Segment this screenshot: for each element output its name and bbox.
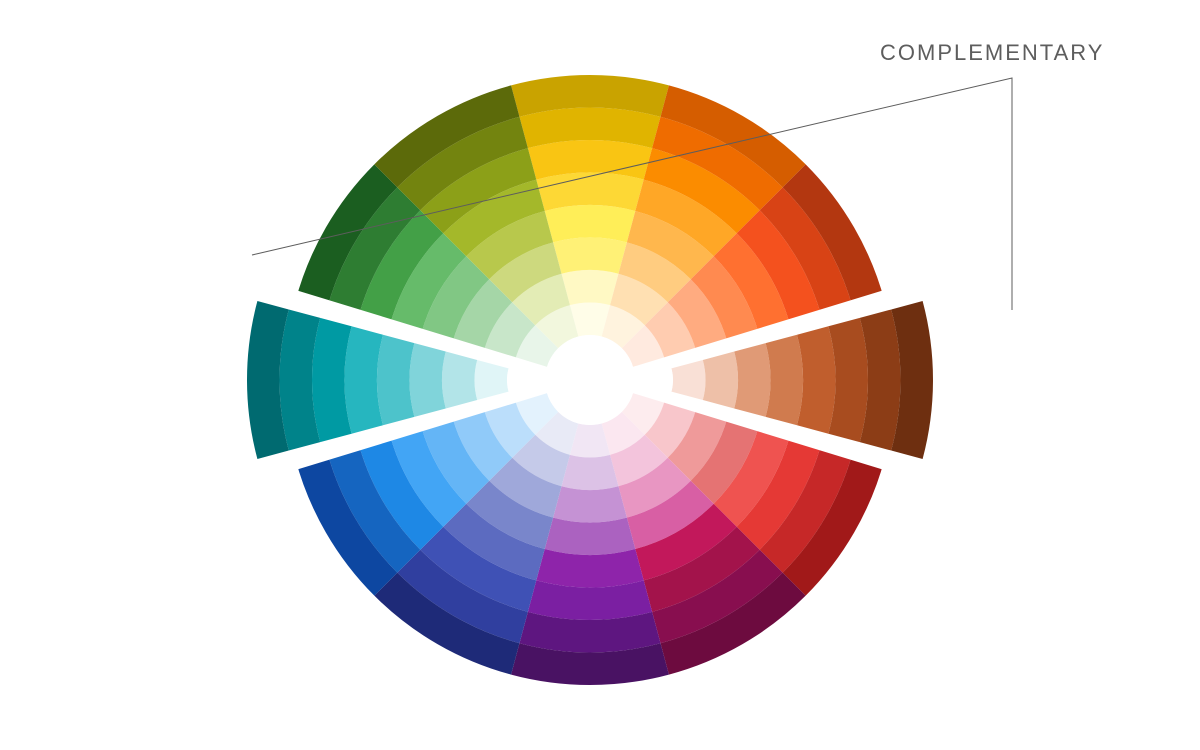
color-wheel-diagram [0,0,1200,750]
diagram-title: COMPLEMENTARY [880,40,1104,66]
